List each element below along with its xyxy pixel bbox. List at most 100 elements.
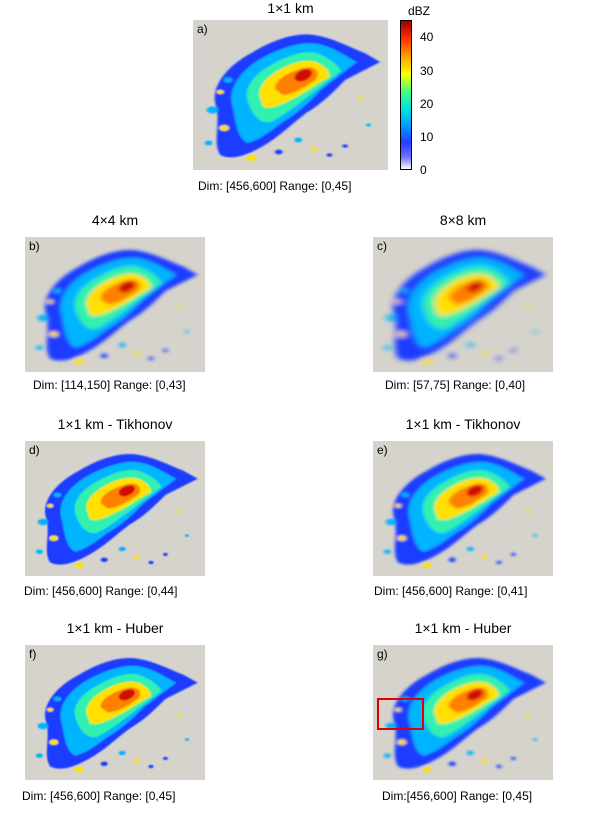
reflectivity-cell: [481, 759, 488, 763]
reflectivity-cell: [177, 509, 182, 513]
reflectivity-cell: [310, 147, 318, 151]
reflectivity-cell: [219, 125, 230, 131]
panel-c-letter: c): [377, 239, 387, 253]
reflectivity-layer-5: [294, 69, 313, 82]
colorbar-unit-label: dBZ: [408, 4, 431, 18]
reflectivity-cell: [37, 314, 49, 322]
reflectivity-cell: [448, 557, 456, 562]
reflectivity-cell: [397, 331, 407, 337]
reflectivity-cell: [37, 518, 49, 526]
colorbar-tick-40: 40: [420, 30, 434, 44]
reflectivity-cell: [37, 722, 49, 730]
reflectivity-cell: [401, 492, 410, 498]
reflectivity-cell: [46, 707, 54, 712]
reflectivity-cell: [49, 739, 59, 745]
reflectivity-cell: [496, 356, 502, 361]
reflectivity-cell: [385, 518, 397, 526]
panel-c-radar-image: c): [373, 237, 553, 372]
reflectivity-cell: [206, 106, 219, 114]
reflectivity-cell: [525, 305, 530, 309]
reflectivity-cell: [532, 534, 538, 537]
panel-e-caption: Dim: [456,600] Range: [0,41]: [374, 584, 528, 598]
reflectivity-cell: [184, 738, 190, 741]
reflectivity-layer-5: [118, 689, 135, 701]
panel-f-caption: Dim: [456,600] Range: [0,45]: [22, 789, 176, 803]
reflectivity-cell: [35, 345, 43, 350]
panel-d-title: 1×1 km - Tikhonov: [57, 416, 173, 432]
reflectivity-cell: [100, 761, 108, 766]
panel-g-caption: Dim:[456,600] Range: [0,45]: [382, 789, 533, 803]
reflectivity-cell: [383, 549, 391, 554]
reflectivity-cell: [466, 546, 474, 552]
reflectivity-cell: [394, 299, 402, 304]
reflectivity-cell: [401, 288, 410, 294]
reflectivity-cell: [358, 96, 364, 100]
reflectivity-cell: [46, 503, 54, 508]
reflectivity-layer-5: [466, 485, 483, 497]
panel-b-title: 4×4 km: [91, 212, 139, 228]
reflectivity-cell: [481, 351, 488, 355]
reflectivity-cell: [133, 759, 140, 763]
panel-a-letter: a): [197, 22, 208, 36]
reflectivity-cell: [383, 753, 391, 758]
colorbar-tick-0: 0: [420, 163, 427, 177]
panel-d-radar-image: d): [25, 441, 205, 576]
reflectivity-cell: [385, 722, 397, 730]
reflectivity-cell: [53, 288, 62, 294]
reflectivity-layer-5: [118, 281, 135, 293]
panel-a-title: 1×1 km: [267, 0, 314, 16]
reflectivity-cell: [35, 549, 43, 554]
reflectivity-cell: [118, 546, 126, 552]
reflectivity-cell: [118, 750, 126, 756]
reflectivity-cell: [53, 492, 62, 498]
reflectivity-cell: [510, 348, 516, 352]
reflectivity-cell: [496, 764, 502, 769]
reflectivity-cell: [216, 89, 224, 95]
reflectivity-cell: [532, 738, 538, 741]
reflectivity-cell: [532, 330, 538, 333]
reflectivity-cell: [59, 556, 70, 564]
reflectivity-cell: [481, 555, 488, 559]
reflectivity-cell: [397, 739, 407, 745]
reflectivity-layer-5: [118, 485, 135, 497]
reflectivity-layer-5: [466, 689, 483, 701]
reflectivity-cell: [74, 358, 84, 364]
colorbar: [400, 20, 412, 170]
colorbar-tick-20: 20: [420, 97, 434, 111]
panel-f-title: 1×1 km - Huber: [66, 620, 164, 636]
panel-d-letter: d): [29, 443, 40, 457]
reflectivity-cell: [35, 753, 43, 758]
reflectivity-cell: [394, 503, 402, 508]
reflectivity-cell: [148, 560, 154, 565]
reflectivity-cell: [59, 352, 70, 360]
reflectivity-cell: [366, 123, 371, 127]
reflectivity-cell: [53, 696, 62, 702]
reflectivity-cell: [162, 756, 168, 760]
reflectivity-cell: [148, 356, 154, 361]
panel-d-caption: Dim: [456,600] Range: [0,44]: [24, 584, 178, 598]
reflectivity-cell: [466, 750, 474, 756]
reflectivity-cell: [525, 713, 530, 717]
reflectivity-cell: [385, 314, 397, 322]
colorbar-tick-10: 10: [420, 130, 434, 144]
highlight-box: [377, 698, 424, 730]
reflectivity-cell: [133, 555, 140, 559]
reflectivity-cell: [100, 353, 108, 358]
reflectivity-cell: [133, 351, 140, 355]
reflectivity-cell: [525, 509, 530, 513]
panel-a-radar-image: a): [193, 20, 388, 170]
reflectivity-cell: [223, 77, 233, 83]
reflectivity-cell: [496, 560, 502, 565]
reflectivity-cell: [118, 342, 126, 348]
reflectivity-cell: [177, 305, 182, 309]
reflectivity-cell: [204, 140, 213, 146]
reflectivity-cell: [46, 299, 54, 304]
reflectivity-cell: [177, 713, 182, 717]
reflectivity-cell: [230, 148, 242, 156]
panel-e-title: 1×1 km - Tikhonov: [405, 416, 521, 432]
reflectivity-cell: [184, 534, 190, 537]
reflectivity-cell: [100, 557, 108, 562]
reflectivity-cell: [422, 766, 432, 772]
reflectivity-cell: [274, 149, 283, 155]
reflectivity-cell: [407, 556, 418, 564]
